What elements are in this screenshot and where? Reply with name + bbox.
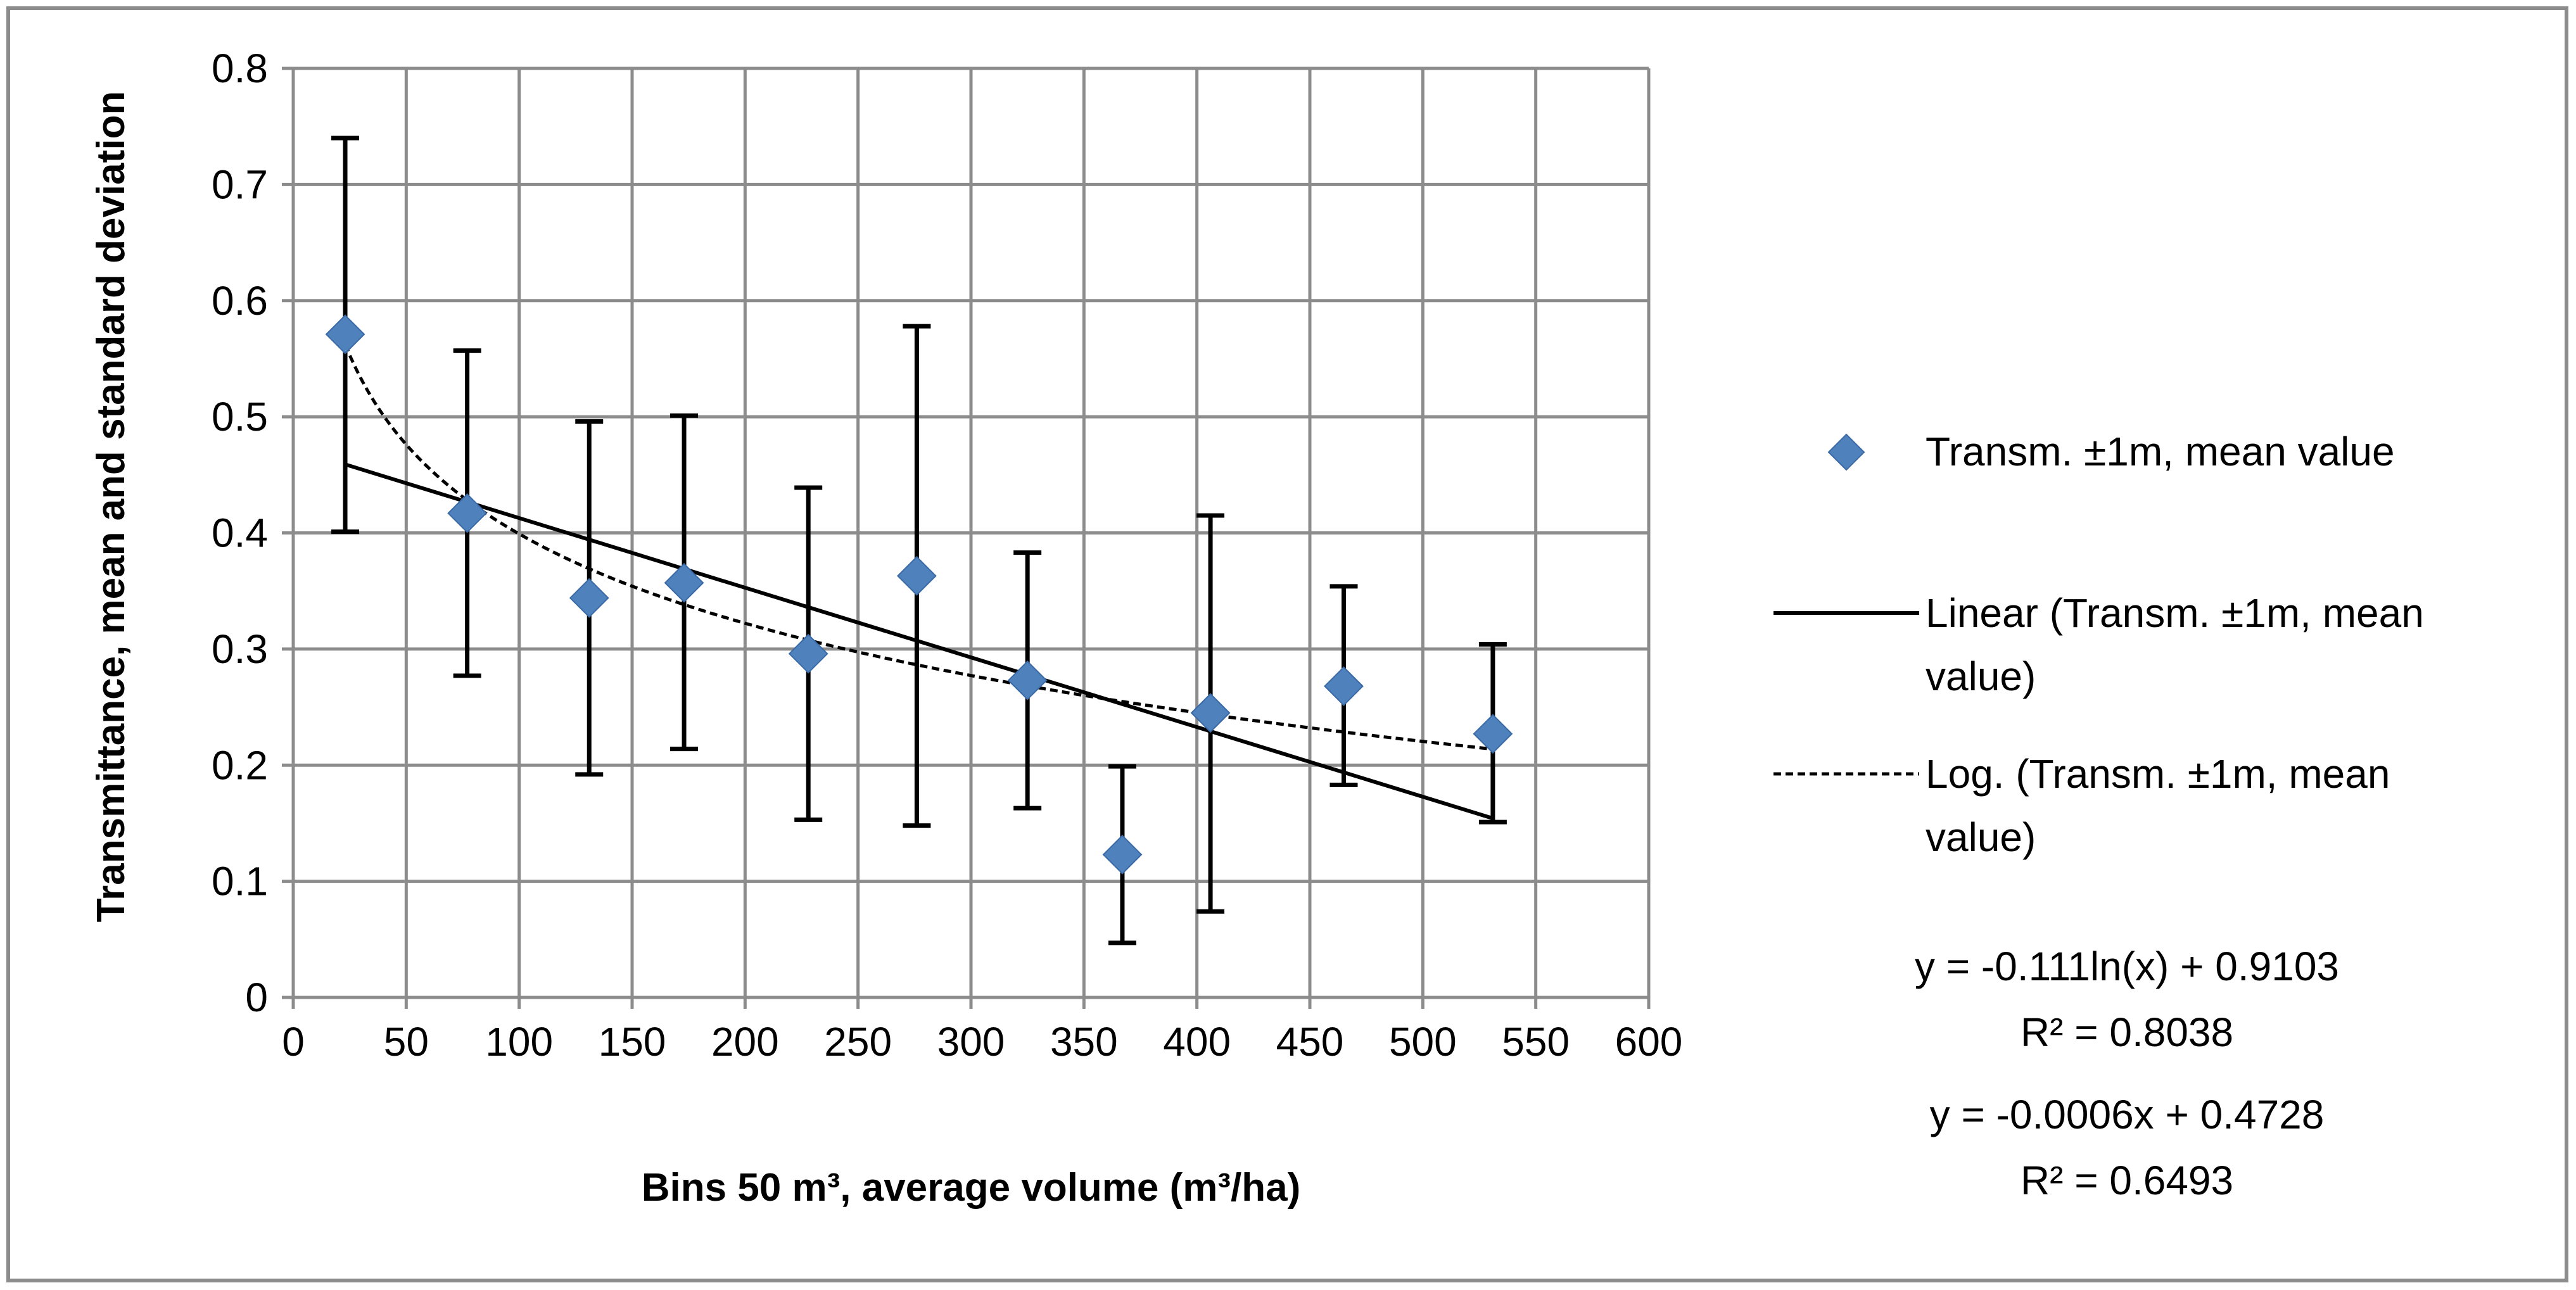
trendline-equations: y = -0.111ln(x) + 0.9103 R² = 0.8038 y =…	[1915, 944, 2339, 1203]
legend-label-scatter: Transm. ±1m, mean value	[1926, 429, 2395, 474]
legend: Transm. ±1m, mean value Linear (Transm. …	[1773, 429, 2424, 860]
legend-item-scatter: Transm. ±1m, mean value	[1827, 429, 2395, 474]
x-tick-label-550: 550	[1502, 1019, 1570, 1065]
y-tick-label-0.2: 0.2	[212, 742, 268, 788]
data-point-9	[1324, 666, 1364, 706]
log-trendline	[343, 343, 1494, 751]
data-point-5	[896, 555, 937, 596]
data-point-4	[788, 633, 828, 674]
x-tick-label-600: 600	[1615, 1019, 1683, 1065]
x-tick-label-450: 450	[1276, 1019, 1344, 1065]
linear-r2: R² = 0.6493	[2021, 1158, 2233, 1203]
data-point-10	[1473, 714, 1513, 754]
x-tick-label-400: 400	[1163, 1019, 1231, 1065]
y-tick-label-0.1: 0.1	[212, 859, 268, 904]
legend-label-linear-line1: Linear (Transm. ±1m, mean	[1926, 590, 2424, 636]
data-point-7	[1102, 835, 1143, 875]
x-tick-label-500: 500	[1389, 1019, 1457, 1065]
trendlines	[343, 343, 1494, 821]
data-point-0	[325, 314, 365, 355]
y-tick-label-0.7: 0.7	[212, 161, 268, 207]
y-tick-label-0.8: 0.8	[212, 46, 268, 91]
data-point-2	[569, 578, 609, 618]
grid	[282, 66, 1651, 1009]
x-tick-label-50: 50	[384, 1019, 429, 1065]
x-tick-label-150: 150	[599, 1019, 666, 1065]
data-point-1	[447, 493, 488, 533]
legend-item-log: Log. (Transm. ±1m, mean value)	[1773, 751, 2390, 860]
x-tick-label-300: 300	[937, 1019, 1005, 1065]
x-tick-label-350: 350	[1050, 1019, 1118, 1065]
x-tick-label-100: 100	[485, 1019, 553, 1065]
x-tick-label-200: 200	[711, 1019, 779, 1065]
x-axis-title: Bins 50 m³, average volume (m³/ha)	[642, 1166, 1301, 1210]
y-tick-label-0.5: 0.5	[212, 394, 268, 439]
y-tick-label-0.3: 0.3	[212, 626, 268, 672]
log-r2: R² = 0.8038	[2021, 1009, 2233, 1055]
data-point-6	[1007, 660, 1048, 700]
legend-label-linear-line2: value)	[1926, 654, 2036, 699]
error-bars	[331, 136, 1507, 945]
chart-frame	[6, 6, 2568, 1282]
tick-labels: 0 50 100 150 200 250 300 350 400 450 500 550 600 0 0.1…	[212, 46, 1682, 1065]
legend-item-linear: Linear (Transm. ±1m, mean value)	[1773, 590, 2424, 699]
legend-marker-diamond	[1827, 433, 1865, 471]
y-tick-label-0.6: 0.6	[212, 278, 268, 324]
linear-trendline	[345, 462, 1494, 821]
data-points	[325, 314, 1513, 875]
log-equation: y = -0.111ln(x) + 0.9103	[1915, 944, 2339, 989]
y-tick-label-0: 0	[245, 975, 268, 1020]
data-point-3	[664, 562, 704, 603]
y-tick-label-0.4: 0.4	[212, 510, 268, 556]
legend-label-log-line1: Log. (Transm. ±1m, mean	[1926, 751, 2390, 797]
y-axis-title: Transmittance, mean and standard deviati…	[89, 91, 133, 923]
linear-equation: y = -0.0006x + 0.4728	[1930, 1092, 2325, 1137]
legend-label-log-line2: value)	[1926, 814, 2036, 860]
x-tick-label-250: 250	[824, 1019, 892, 1065]
data-point-8	[1190, 693, 1231, 733]
x-tick-label-0: 0	[282, 1019, 305, 1065]
